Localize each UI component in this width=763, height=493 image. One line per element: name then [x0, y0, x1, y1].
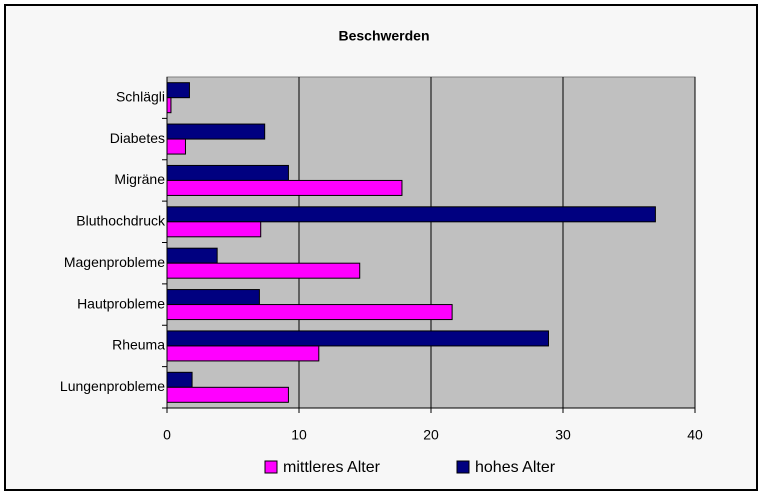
y-tick-label: Rheuma	[112, 337, 165, 353]
bar	[166, 123, 266, 140]
legend-label: hohes Alter	[475, 459, 556, 476]
y-tick-label: Lungenprobleme	[60, 378, 165, 394]
x-tick-label: 40	[687, 427, 703, 443]
x-tick-label: 0	[163, 427, 171, 443]
x-tick-label: 10	[291, 427, 307, 443]
bar	[166, 386, 289, 403]
legend-label: mittleres Alter	[283, 459, 381, 476]
bar	[166, 262, 361, 279]
bar	[166, 330, 549, 347]
y-tick-label: Magenprobleme	[64, 254, 165, 270]
bar	[166, 247, 218, 264]
bar	[166, 371, 193, 388]
y-tick-label: Schlägli	[116, 88, 165, 104]
bar	[166, 304, 453, 321]
legend-swatch	[456, 460, 470, 474]
chart-title: Beschwerden	[338, 28, 429, 44]
x-tick-label: 20	[423, 427, 439, 443]
x-tick-label: 30	[555, 427, 571, 443]
y-tick-label: Bluthochdruck	[76, 213, 166, 229]
bar	[166, 138, 186, 155]
legend-swatch	[264, 460, 278, 474]
bar	[166, 206, 656, 223]
bar	[166, 82, 190, 99]
bar	[166, 97, 172, 114]
bar	[166, 345, 320, 362]
y-tick-label: Diabetes	[110, 130, 165, 146]
bar	[166, 221, 262, 238]
y-tick-label: Migräne	[114, 171, 165, 187]
bar	[166, 179, 403, 196]
bar	[166, 289, 260, 306]
bar	[166, 164, 289, 181]
y-tick-label: Hautprobleme	[77, 295, 165, 311]
